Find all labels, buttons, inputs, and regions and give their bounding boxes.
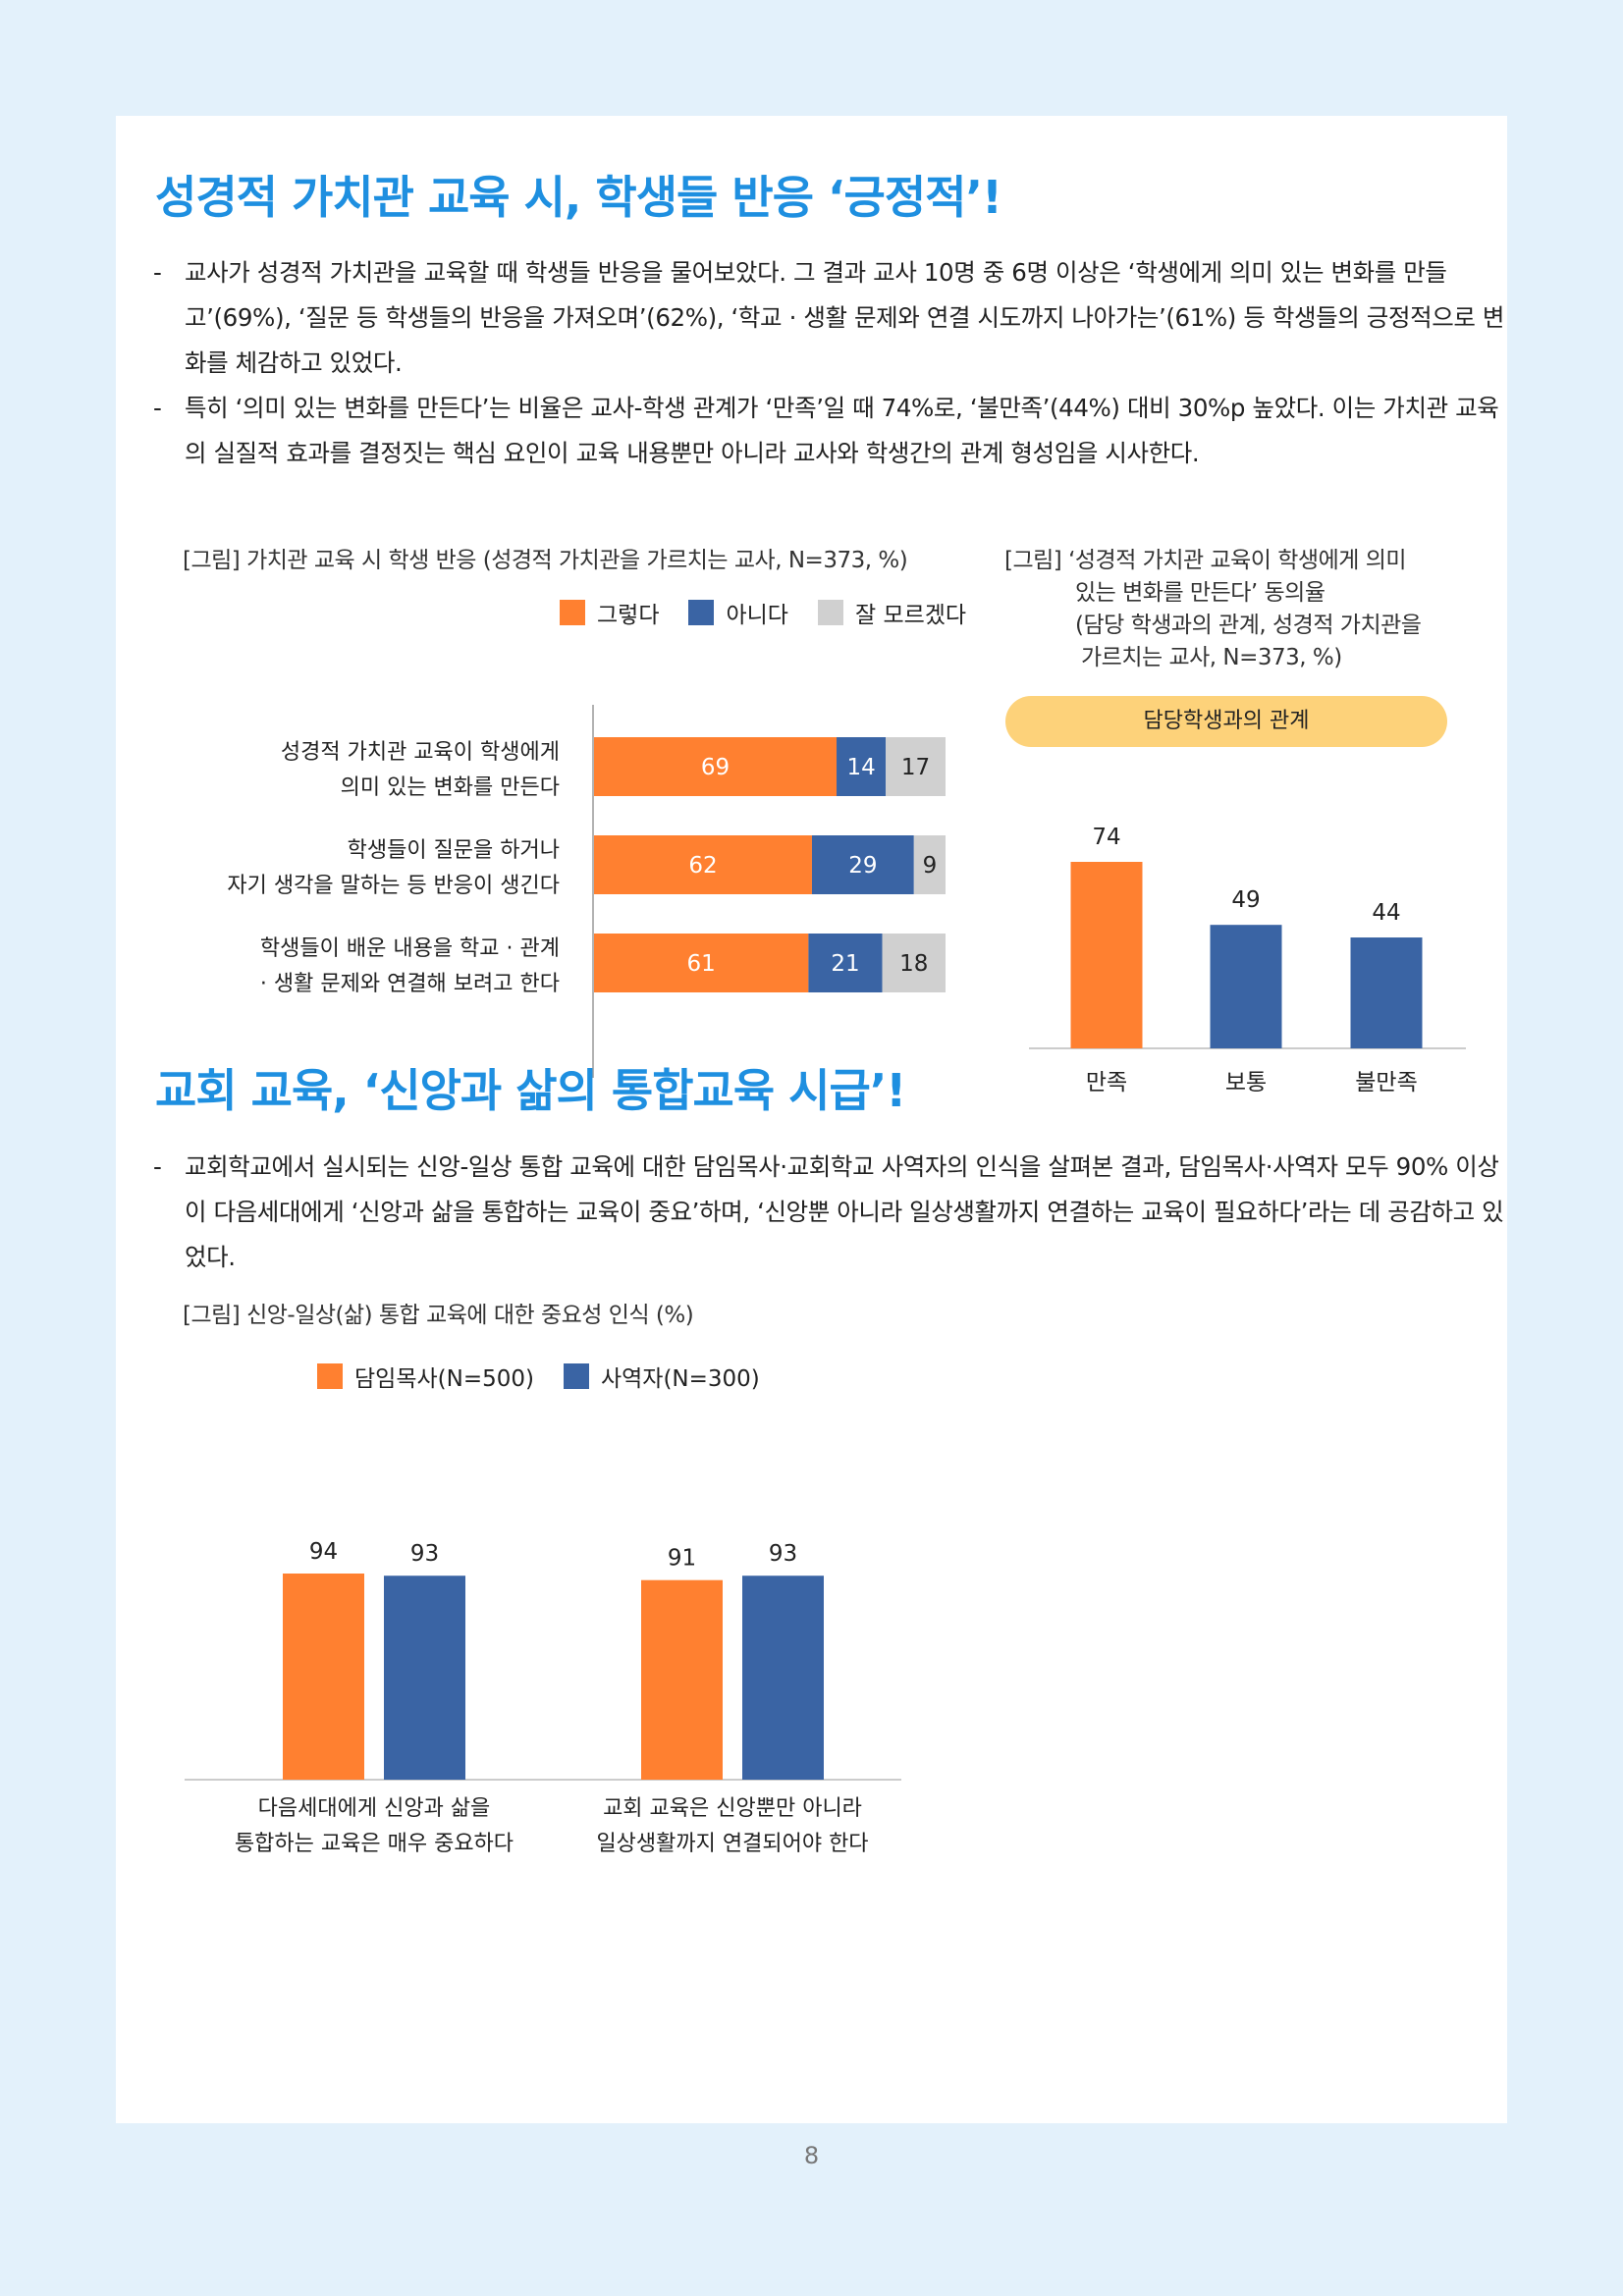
chart1-caption: [그림] 가치관 교육 시 학생 반응 (성경적 가치관을 가르치는 교사, N…	[183, 548, 908, 573]
data-label: 17	[901, 755, 930, 780]
data-label: 29	[848, 853, 877, 879]
category-label: 통합하는 교육은 매우 중요하다	[235, 1832, 514, 1856]
data-label: 21	[831, 951, 859, 977]
bar	[742, 1575, 824, 1780]
page-number: 8	[803, 2142, 820, 2169]
bullet-dash: -	[153, 1152, 162, 1181]
bar	[384, 1575, 465, 1780]
chart1-legend: 그렇다 아니다 잘 모르겠다	[560, 596, 996, 629]
category-label: 만족	[1086, 1070, 1127, 1095]
data-label: 61	[687, 951, 716, 977]
legend-swatch-yes	[560, 600, 585, 625]
bullet-text: 특히 ‘의미 있는 변화를 만든다’는 비율은 교사-학생 관계가 ‘만족’일 …	[185, 394, 1499, 467]
category-label: 성경적 가치관 교육이 학생에게	[281, 740, 560, 765]
chart2-caption-line: [그림] ‘성경적 가치관 교육이 학생에게 의미	[1004, 548, 1407, 573]
data-label: 49	[1231, 887, 1260, 913]
legend-label: 잘 모르겠다	[854, 603, 967, 628]
bar	[641, 1579, 723, 1780]
bar-segment	[808, 934, 883, 992]
category-label: 교회 교육은 신앙뿐만 아니라	[603, 1796, 862, 1821]
data-label: 62	[688, 853, 717, 879]
category-label: 학생들이 배운 내용을 학교 · 관계	[260, 936, 560, 961]
bar-segment	[913, 835, 946, 894]
bullet-text: 교사가 성경적 가치관을 교육할 때 학생들 반응을 물어보았다. 그 결과 교…	[185, 258, 1505, 377]
data-label: 93	[769, 1541, 797, 1567]
chart2-caption-line: 있는 변화를 만든다’ 동의율	[1075, 580, 1325, 606]
legend-swatch-unsure	[817, 600, 843, 625]
legend-swatch-pastor	[317, 1363, 343, 1389]
chart3-legend: 담임목사(N=500) 사역자(N=300)	[317, 1360, 789, 1393]
legend-label: 그렇다	[597, 603, 660, 628]
category-label: 학생들이 질문을 하거나	[348, 838, 560, 863]
category-label: 불만족	[1355, 1070, 1417, 1095]
chart2-caption-line: 가르치는 교사, N=373, %)	[1081, 645, 1342, 670]
legend-label: 사역자(N=300)	[600, 1366, 760, 1392]
data-label: 9	[923, 853, 938, 879]
bar	[1210, 925, 1282, 1048]
data-label: 69	[701, 755, 730, 780]
data-label: 94	[309, 1539, 338, 1565]
category-label: 의미 있는 변화를 만든다	[341, 775, 560, 800]
data-label: 44	[1372, 900, 1400, 926]
section1-bullets: - 교사가 성경적 가치관을 교육할 때 학생들 반응을 물어보았다. 그 결과…	[153, 250, 1508, 476]
bar	[283, 1574, 364, 1780]
chart3-caption: [그림] 신앙-일상(삶) 통합 교육에 대한 중요성 인식 (%)	[183, 1303, 694, 1328]
bullet-item: - 특히 ‘의미 있는 변화를 만든다’는 비율은 교사-학생 관계가 ‘만족’…	[153, 386, 1508, 476]
bar-segment	[886, 737, 946, 796]
section2-heading: 교회 교육, ‘신앙과 삶의 통합교육 시급’!	[155, 1064, 906, 1117]
bar-segment	[594, 737, 838, 796]
chart2-bar: 74 만족 49 보통 44 불만족	[1029, 825, 1466, 1095]
data-label: 74	[1092, 825, 1120, 850]
bar-segment	[882, 934, 946, 992]
chart2-caption: [그림] ‘성경적 가치관 교육이 학생에게 의미 있는 변화를 만든다’ 동의…	[1004, 545, 1422, 674]
data-label: 93	[410, 1541, 439, 1567]
bullet-item: - 교회학교에서 실시되는 신앙-일상 통합 교육에 대한 담임목사·교회학교 …	[153, 1145, 1508, 1280]
bar	[1070, 862, 1143, 1048]
legend-swatch-no	[688, 600, 715, 625]
bullet-text: 교회학교에서 실시되는 신앙-일상 통합 교육에 대한 담임목사·교회학교 사역…	[185, 1152, 1504, 1271]
category-label: 일상생활까지 연결되어야 한다	[596, 1832, 868, 1856]
category-label: 다음세대에게 신앙과 삶을	[258, 1796, 491, 1821]
legend-label: 담임목사(N=500)	[354, 1366, 534, 1392]
category-label: 보통	[1225, 1070, 1267, 1095]
chart2-caption-line: (담당 학생과의 관계, 성경적 가치관을	[1075, 613, 1422, 638]
section1-heading: 성경적 가치관 교육 시, 학생들 반응 ‘긍정적’!	[155, 171, 1002, 224]
page: 성경적 가치관 교육 시, 학생들 반응 ‘긍정적’! - 교사가 성경적 가치…	[116, 116, 1507, 2123]
data-label: 91	[668, 1546, 696, 1572]
category-label: · 생활 문제와 연결해 보려고 한다	[260, 972, 560, 996]
section2-bullets: - 교회학교에서 실시되는 신앙-일상 통합 교육에 대한 담임목사·교회학교 …	[153, 1145, 1508, 1280]
bar-segment	[594, 835, 812, 894]
chart2-group-label: 담당학생과의 관계	[1005, 696, 1447, 747]
data-label: 14	[846, 755, 875, 780]
bar-segment	[594, 934, 809, 992]
bar-segment	[811, 835, 914, 894]
legend-swatch-minister	[563, 1363, 589, 1389]
bar	[1350, 937, 1423, 1048]
bullet-item: - 교사가 성경적 가치관을 교육할 때 학생들 반응을 물어보았다. 그 결과…	[153, 250, 1508, 386]
bullet-dash: -	[153, 394, 162, 422]
bar-segment	[837, 737, 887, 796]
bullet-dash: -	[153, 258, 162, 287]
category-label: 자기 생각을 말하는 등 반응이 생긴다	[227, 874, 560, 898]
data-label: 18	[899, 951, 928, 977]
legend-label: 아니다	[726, 603, 788, 628]
